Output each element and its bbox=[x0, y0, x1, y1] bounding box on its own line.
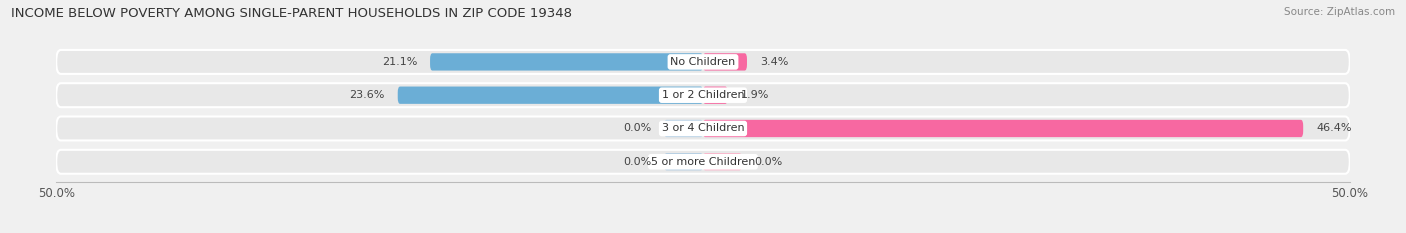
FancyBboxPatch shape bbox=[664, 120, 703, 137]
Text: 0.0%: 0.0% bbox=[623, 157, 651, 167]
Text: 0.0%: 0.0% bbox=[755, 157, 783, 167]
Text: Source: ZipAtlas.com: Source: ZipAtlas.com bbox=[1284, 7, 1395, 17]
Text: 3 or 4 Children: 3 or 4 Children bbox=[662, 123, 744, 134]
FancyBboxPatch shape bbox=[703, 86, 727, 104]
Text: 1 or 2 Children: 1 or 2 Children bbox=[662, 90, 744, 100]
Text: 5 or more Children: 5 or more Children bbox=[651, 157, 755, 167]
FancyBboxPatch shape bbox=[703, 120, 1303, 137]
Text: 3.4%: 3.4% bbox=[759, 57, 789, 67]
Text: 1.9%: 1.9% bbox=[741, 90, 769, 100]
FancyBboxPatch shape bbox=[398, 86, 703, 104]
FancyBboxPatch shape bbox=[430, 53, 703, 71]
FancyBboxPatch shape bbox=[56, 50, 1350, 74]
Text: No Children: No Children bbox=[671, 57, 735, 67]
FancyBboxPatch shape bbox=[703, 53, 747, 71]
Text: 23.6%: 23.6% bbox=[350, 90, 385, 100]
FancyBboxPatch shape bbox=[56, 116, 1350, 140]
Text: 0.0%: 0.0% bbox=[623, 123, 651, 134]
Text: 46.4%: 46.4% bbox=[1316, 123, 1351, 134]
FancyBboxPatch shape bbox=[703, 153, 742, 170]
FancyBboxPatch shape bbox=[56, 150, 1350, 174]
Text: 21.1%: 21.1% bbox=[382, 57, 418, 67]
FancyBboxPatch shape bbox=[56, 83, 1350, 107]
FancyBboxPatch shape bbox=[664, 153, 703, 170]
Text: INCOME BELOW POVERTY AMONG SINGLE-PARENT HOUSEHOLDS IN ZIP CODE 19348: INCOME BELOW POVERTY AMONG SINGLE-PARENT… bbox=[11, 7, 572, 20]
